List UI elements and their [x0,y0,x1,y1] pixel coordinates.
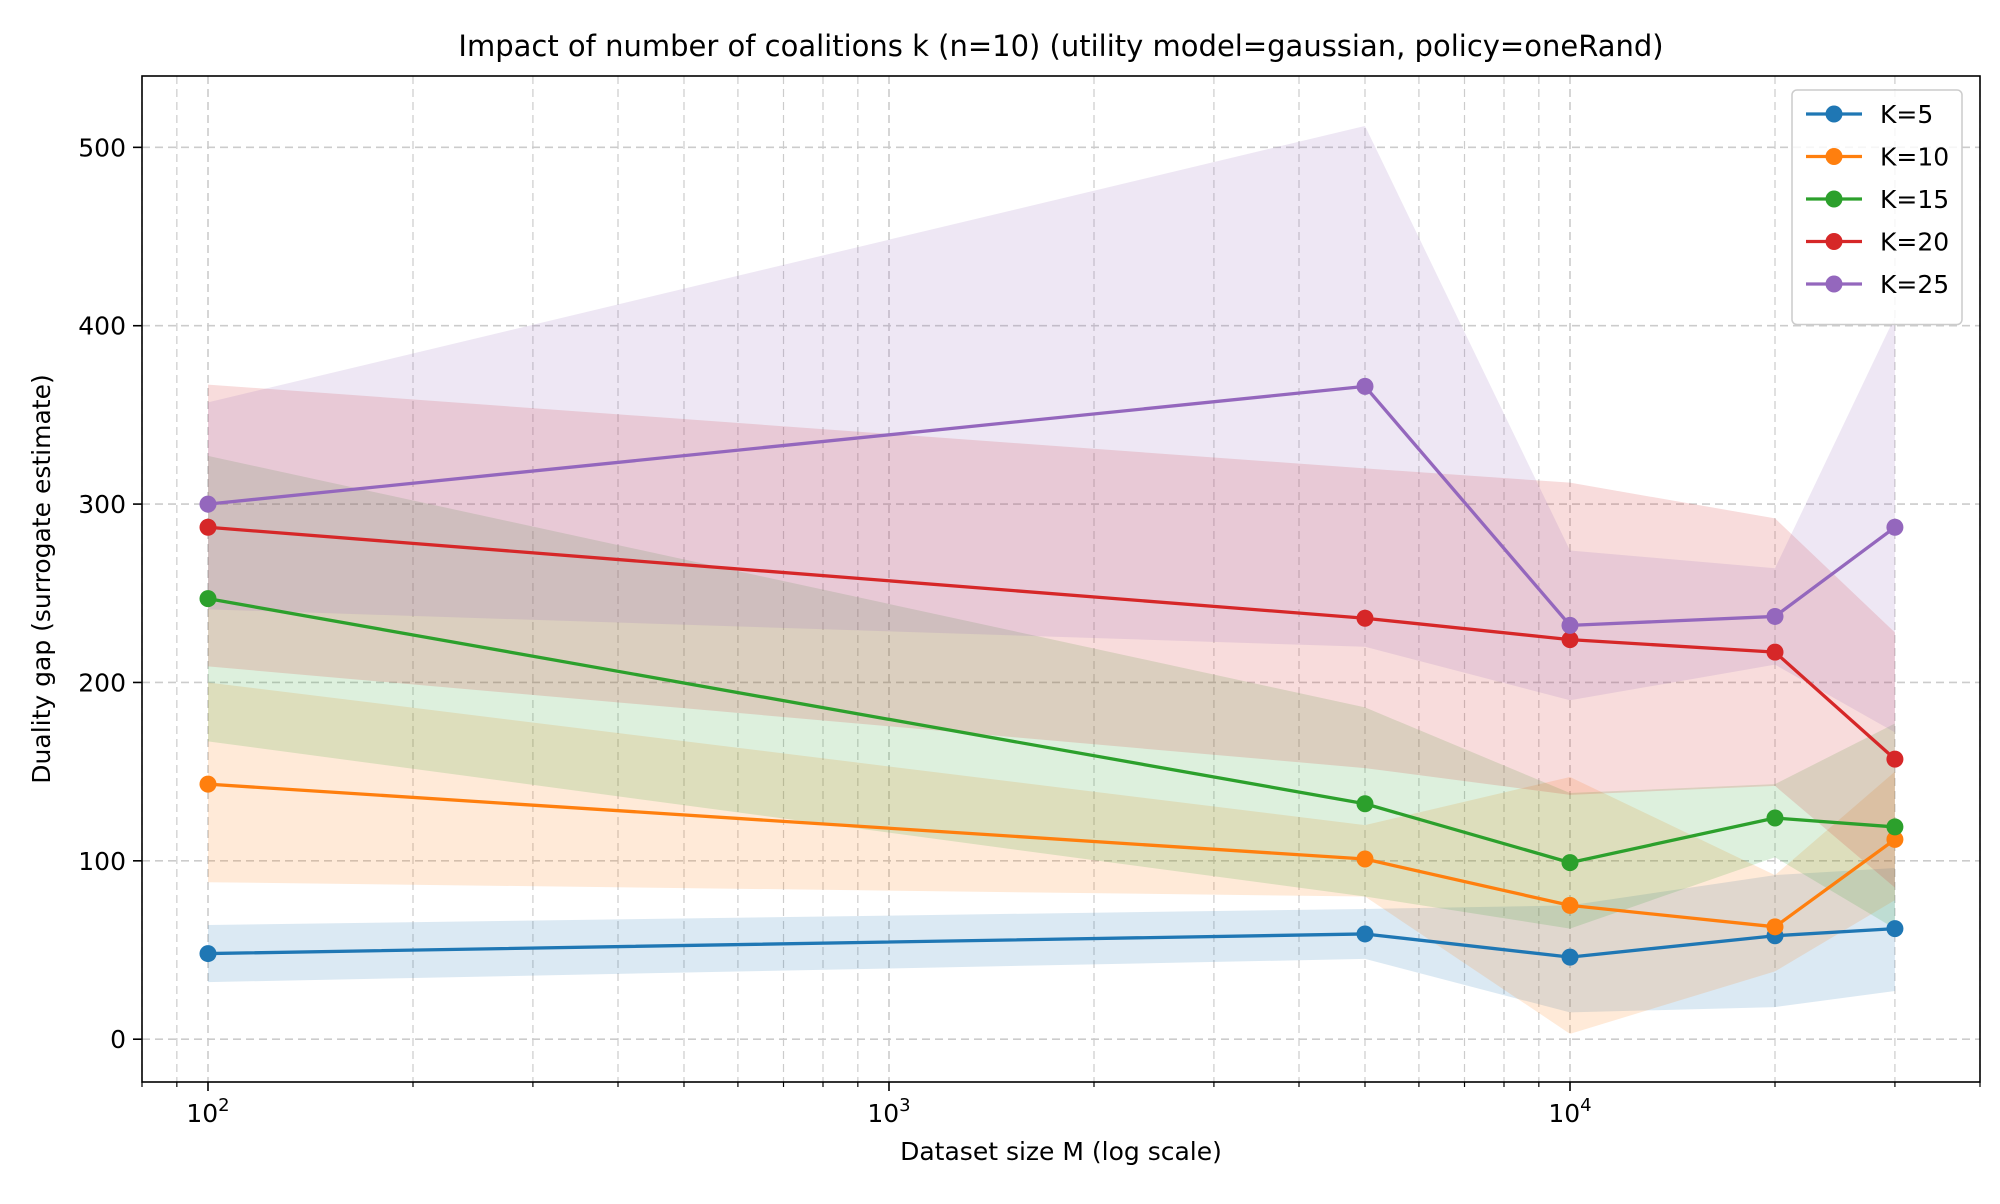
legend-swatch-marker [1825,233,1843,250]
legend-label: K=20 [1880,228,1949,257]
y-tick-label: 0 [110,1025,126,1054]
point-k5 [1356,925,1374,943]
point-k5 [1886,920,1904,938]
point-k5 [1561,948,1579,966]
point-k20 [1766,643,1784,661]
point-k10 [1561,896,1579,914]
point-k20 [199,518,217,536]
y-axis-label: Duality gap (surrogate estimate) [27,374,56,783]
x-tick-exponent: 3 [899,1095,910,1116]
y-tick-label: 100 [78,847,126,876]
point-k15 [1561,854,1579,872]
point-k20 [1561,631,1579,649]
y-tick-label: 200 [78,668,126,697]
legend-label: K=5 [1880,100,1933,129]
legend-swatch-marker [1825,275,1843,293]
chart-title: Impact of number of coalitions k (n=10) … [458,29,1663,63]
legend-swatch-marker [1825,148,1843,165]
band-k25 [207,125,1895,733]
y-tick-label: 300 [78,490,126,519]
legend: K=5 K=10 K=15 K=20 K=25 [1791,89,1963,326]
plot-frame [141,75,1981,1083]
y-tick-label: 500 [78,133,126,162]
point-k15 [199,590,217,608]
legend-label: K=15 [1880,185,1949,214]
point-k10 [199,775,217,793]
series-markers [199,377,1904,966]
point-k10 [1766,918,1784,936]
x-axis-label: Dataset size M (log scale) [900,1137,1222,1166]
legend-label: K=10 [1880,143,1949,172]
x-tick-label: 104 [1548,1095,1591,1128]
point-k25 [199,495,217,513]
point-k10 [1356,850,1374,868]
point-k25 [1886,518,1904,536]
x-tick-base: 10 [867,1099,899,1128]
point-k20 [1886,750,1904,768]
x-tick-label: 102 [186,1095,229,1128]
point-k15 [1766,809,1784,827]
legend-label: K=25 [1880,270,1949,299]
legend-swatch-marker [1825,190,1843,208]
point-k15 [1356,795,1374,813]
grid-layer [141,76,1981,1082]
point-k25 [1356,377,1374,395]
x-tick-base: 10 [186,1099,218,1128]
y-tick-label: 400 [78,312,126,341]
legend-swatch-marker [1825,105,1843,123]
point-k5 [199,945,217,963]
band-k15 [207,455,1895,929]
point-k20 [1356,609,1374,627]
x-tick-exponent: 2 [218,1095,229,1116]
x-tick-label: 103 [867,1095,910,1128]
point-k25 [1561,616,1579,634]
x-tick-exponent: 4 [1580,1095,1591,1116]
point-k15 [1886,818,1904,836]
point-k25 [1766,607,1784,625]
x-tick-base: 10 [1548,1099,1580,1128]
point-k10 [1886,830,1904,848]
